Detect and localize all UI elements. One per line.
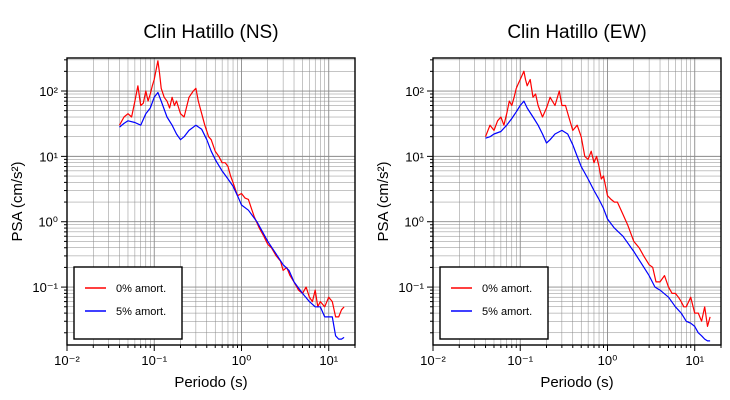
chart-title: Clin Hatillo (NS)	[143, 22, 278, 43]
x-tick-label: 10¹	[685, 353, 704, 368]
legend-label: 5% amort.	[482, 306, 532, 318]
chart-title: Clin Hatillo (EW)	[507, 22, 646, 43]
y-tick-label: 10²	[405, 84, 424, 99]
x-tick-label: 10⁻²	[420, 353, 446, 368]
series-line-blue	[119, 91, 345, 340]
y-tick-label: 10⁰	[404, 215, 424, 230]
chart-panel-0: 10⁻² 10⁻¹ 10⁰ 10¹ 10⁻¹ 10⁰ 10¹ 10² Clin Hatillo …	[9, 22, 356, 391]
legend-box	[73, 266, 183, 340]
y-axis-label: PSA (cm/s²)	[9, 161, 26, 241]
legend-label: 0% amort.	[482, 283, 532, 295]
x-tick-label: 10⁻¹	[141, 353, 167, 368]
legend: 0% amort. 5% amort.	[439, 266, 549, 340]
legend-label: 0% amort.	[116, 283, 166, 295]
x-tick-label: 10⁻¹	[507, 353, 533, 368]
series-line-blue	[485, 100, 711, 342]
legend: 0% amort. 5% amort.	[73, 266, 183, 340]
x-tick-label: 10¹	[319, 353, 338, 368]
y-tick-label: 10⁻¹	[398, 280, 424, 295]
legend-label: 5% amort.	[116, 306, 166, 318]
y-tick-label: 10¹	[39, 149, 58, 164]
x-tick-label: 10⁻²	[54, 353, 80, 368]
y-tick-label: 10⁻¹	[32, 280, 58, 295]
x-axis-label: Periodo (s)	[174, 374, 247, 391]
y-tick-label: 10²	[39, 84, 58, 99]
y-tick-label: 10¹	[405, 149, 424, 164]
chart-panel-1: 10⁻² 10⁻¹ 10⁰ 10¹ 10⁻¹ 10⁰ 10¹ 10² Clin Hatillo …	[375, 22, 722, 391]
x-axis-label: Periodo (s)	[540, 374, 613, 391]
x-tick-label: 10⁰	[232, 353, 252, 368]
plot-frame	[432, 57, 722, 346]
y-axis-label: PSA (cm/s²)	[375, 161, 392, 241]
plot-frame	[66, 57, 356, 346]
legend-box	[439, 266, 549, 340]
y-tick-label: 10⁰	[38, 215, 58, 230]
series-line-red	[118, 60, 345, 318]
x-tick-label: 10⁰	[598, 353, 618, 368]
grid	[66, 58, 356, 345]
series-line-red	[484, 70, 711, 327]
